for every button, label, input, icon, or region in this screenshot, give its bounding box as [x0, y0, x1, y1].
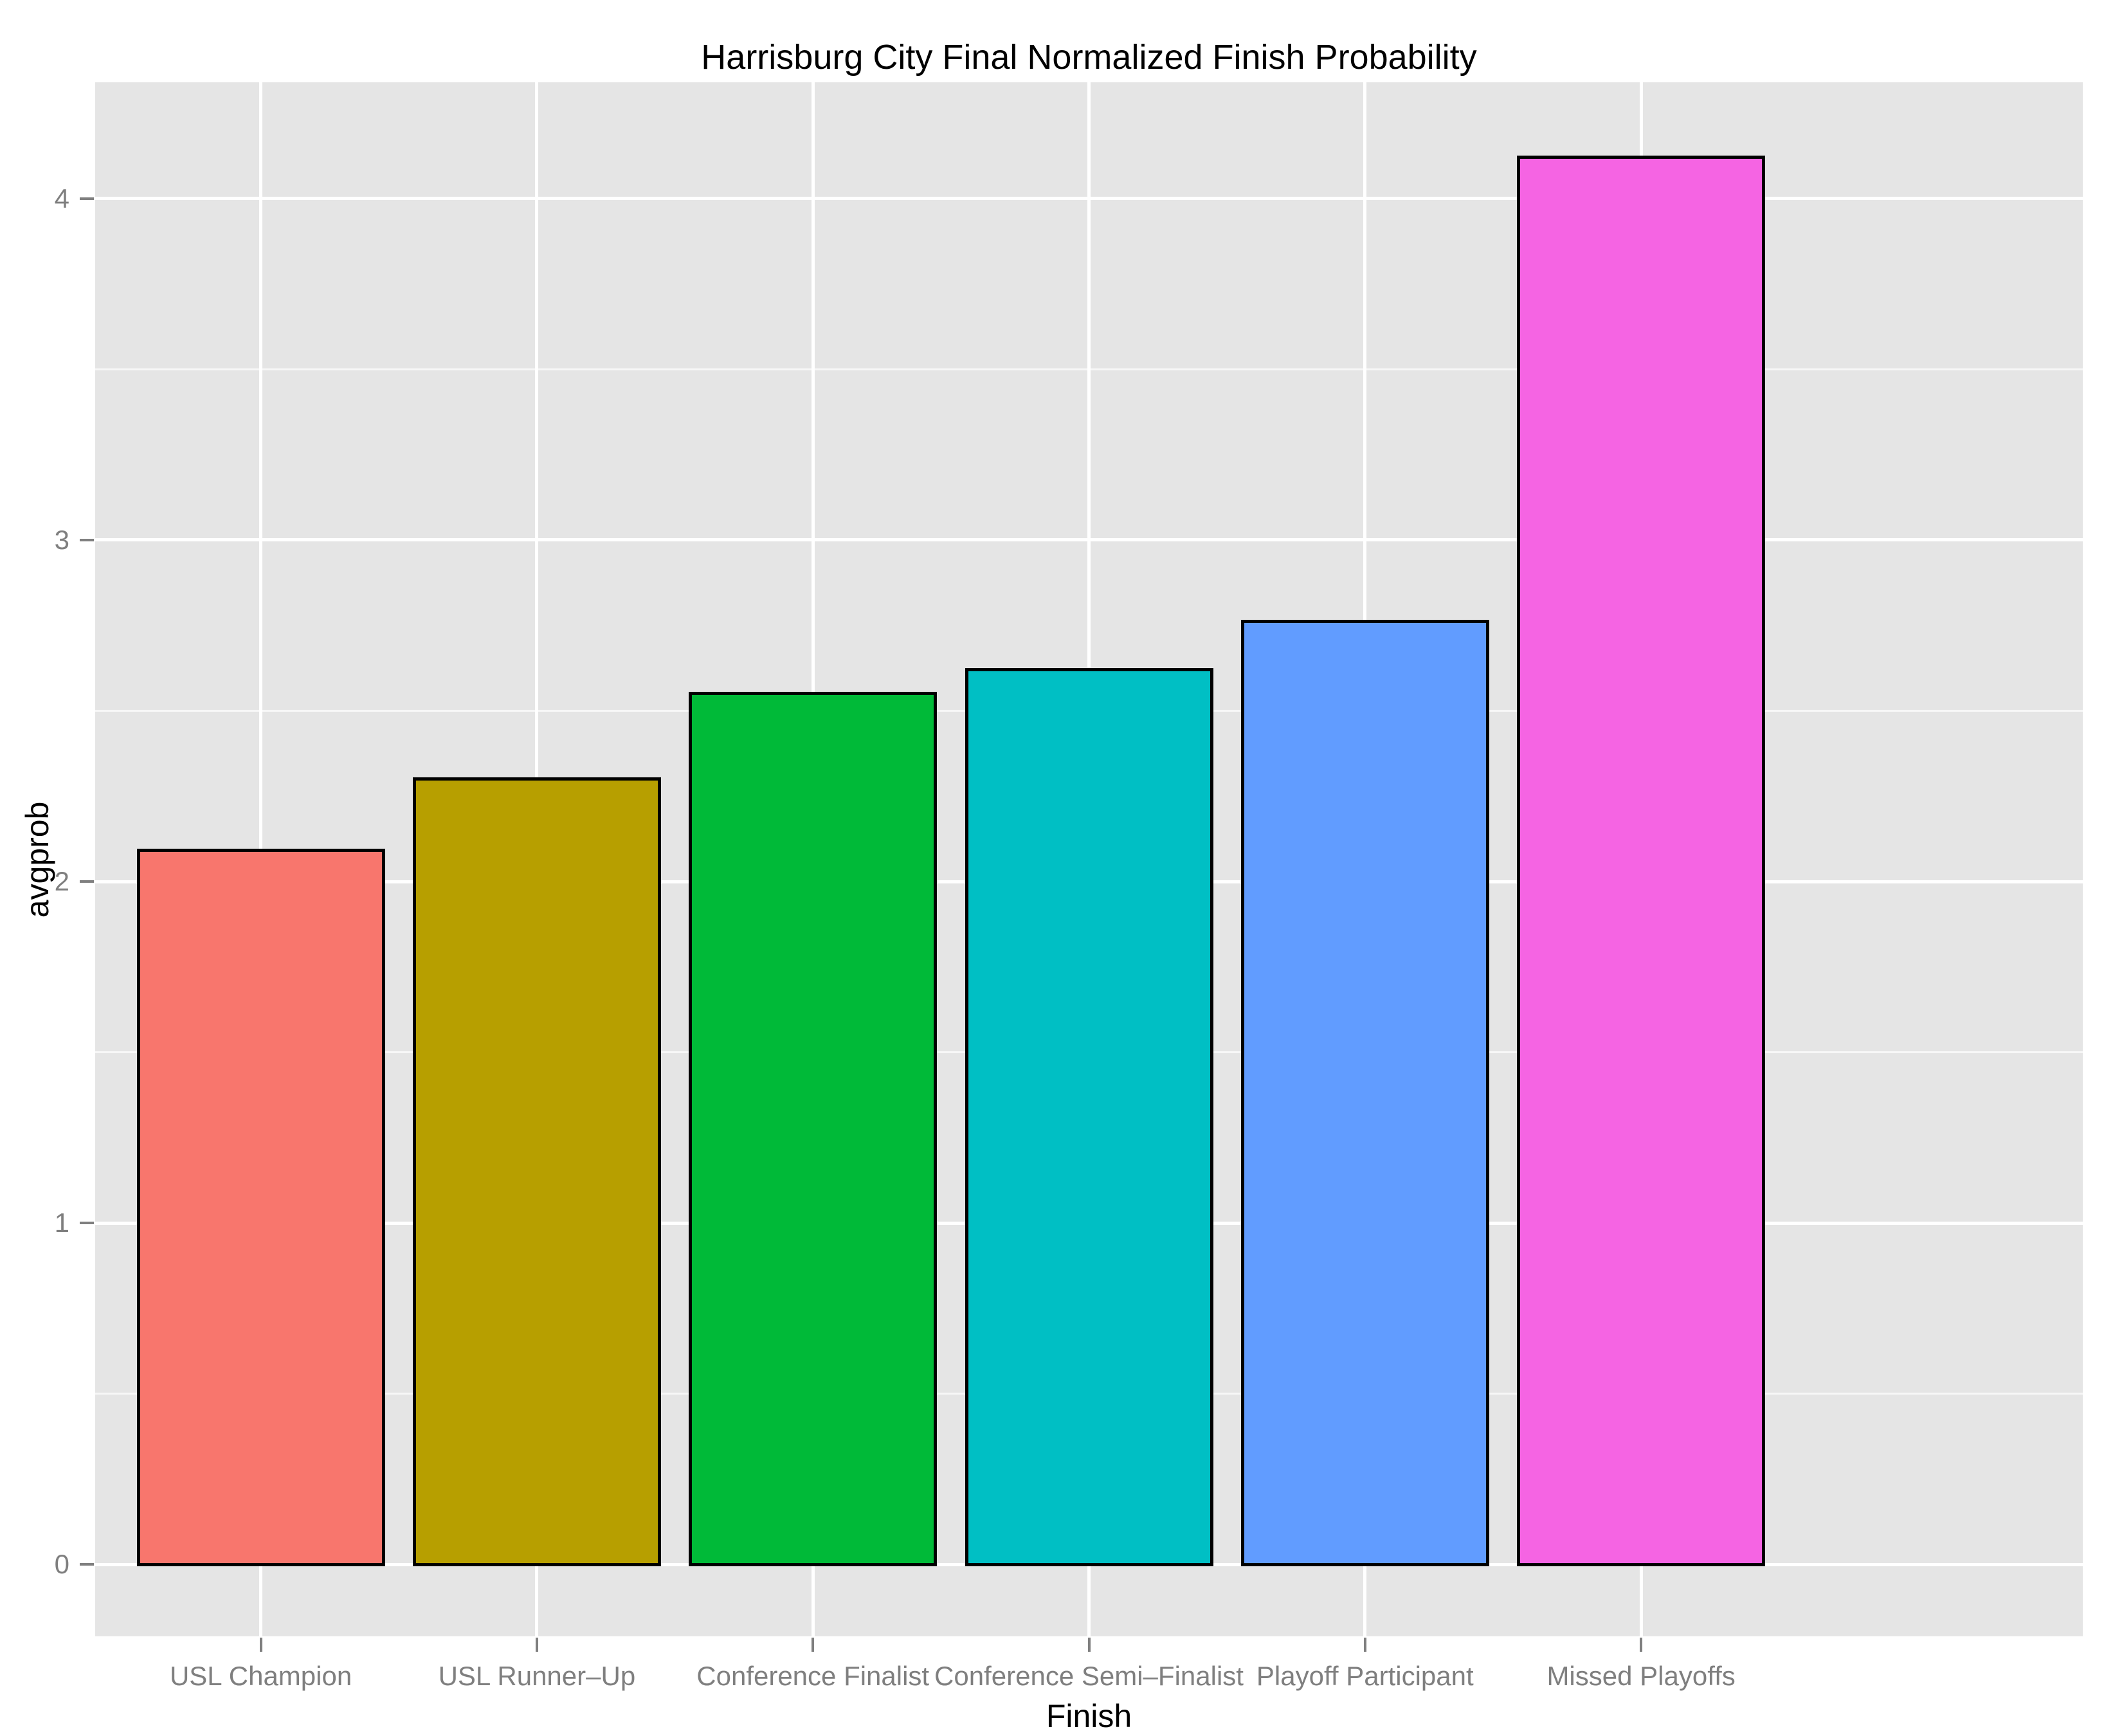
x-tick-label-6: Missed Playoffs — [1546, 1661, 1736, 1691]
y-tick-label-0: 0 — [54, 1549, 69, 1580]
x-tick-label-5: Playoff Participant — [1256, 1661, 1474, 1691]
x-tick-mark-6 — [1640, 1638, 1643, 1652]
x-tick-label-2: USL Runner–Up — [438, 1661, 636, 1691]
bar-conference-finalist — [689, 691, 938, 1567]
x-tick-label-3: Conference Finalist — [696, 1661, 930, 1691]
y-tick-label-4: 4 — [54, 183, 69, 213]
y-tick-label-2: 2 — [54, 866, 69, 897]
y-tick-label-3: 3 — [54, 524, 69, 555]
bar-missed-playoffs — [1517, 155, 1766, 1567]
x-tick-label-4: Conference Semi–Finalist — [934, 1661, 1244, 1691]
y-tick-mark-3 — [80, 538, 94, 541]
x-axis-title: Finish — [1046, 1698, 1132, 1734]
y-tick-label-1: 1 — [54, 1207, 69, 1238]
bar-playoff-participant — [1240, 620, 1489, 1567]
y-tick-mark-1 — [80, 1222, 94, 1225]
x-tick-mark-5 — [1363, 1638, 1366, 1652]
bar-usl-runner-up — [412, 777, 661, 1567]
bar-conference-semi-finalist — [965, 667, 1213, 1567]
bar-usl-champion — [136, 849, 385, 1567]
y-tick-mark-2 — [80, 880, 94, 883]
y-axis-title: avgprob — [19, 801, 55, 918]
x-tick-mark-3 — [812, 1638, 815, 1652]
x-tick-mark-4 — [1087, 1638, 1091, 1652]
y-tick-mark-4 — [80, 197, 94, 200]
plot-panel — [95, 82, 2083, 1636]
x-tick-mark-2 — [535, 1638, 538, 1652]
x-tick-mark-1 — [259, 1638, 262, 1652]
x-tick-label-1: USL Champion — [169, 1661, 352, 1691]
y-tick-mark-0 — [80, 1563, 94, 1566]
chart-title: Harrisburg City Final Normalized Finish … — [701, 38, 1477, 77]
